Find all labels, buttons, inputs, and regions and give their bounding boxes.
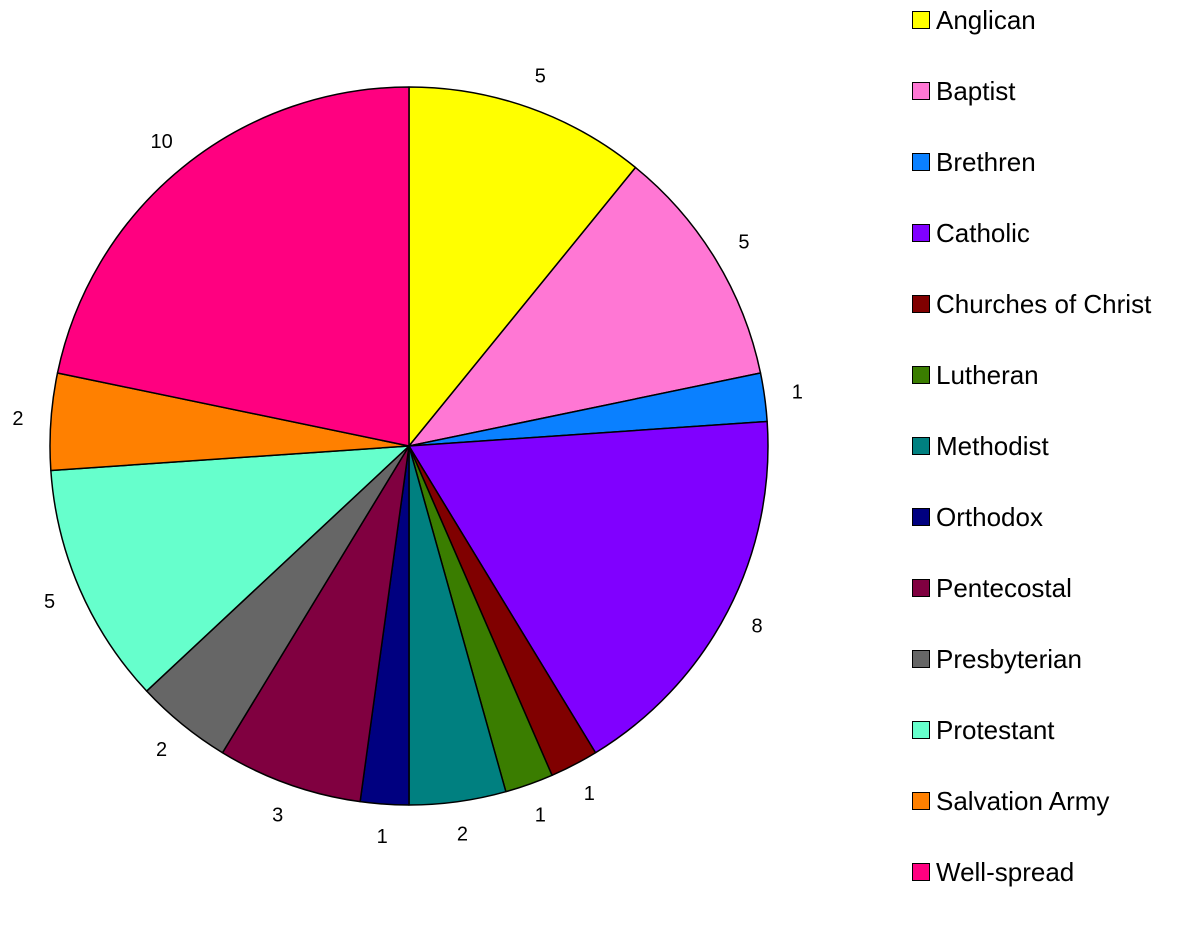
legend-swatch (912, 578, 930, 597)
legend-label: Well-spread (936, 856, 1075, 887)
slice-value-label: 1 (792, 382, 803, 404)
legend: Anglican Baptist Brethren Catholic Churches … (912, 2, 1182, 925)
legend-item: Salvation Army (912, 783, 1182, 818)
legend-item: Presbyterian (912, 641, 1182, 676)
legend-item: Baptist (912, 73, 1182, 108)
slice-value-label: 1 (535, 804, 546, 826)
pie-slice-protestant (50, 445, 410, 692)
slice-value-label: 1 (377, 826, 388, 848)
legend-swatch (912, 507, 930, 526)
legend-label: Salvation Army (936, 785, 1110, 816)
legend-label: Pentecostal (936, 572, 1072, 603)
slice-value-label: 10 (150, 131, 172, 153)
legend-label: Presbyterian (936, 643, 1082, 674)
slice-value-label: 3 (272, 804, 283, 826)
slice-value-label: 2 (457, 823, 468, 845)
pie-slices (49, 86, 769, 806)
legend-item: Churches of Christ (912, 286, 1182, 321)
pie-chart: 5 5 1 8 1 1 2 1 3 2 5 2 10 (12, 66, 803, 848)
legend-swatch (912, 81, 930, 100)
legend-swatch (912, 436, 930, 455)
legend-label: Protestant (936, 714, 1055, 745)
legend-item: Catholic (912, 215, 1182, 250)
legend-swatch (912, 862, 930, 881)
slice-value-label: 2 (12, 408, 23, 430)
pie-slice-well-spread (56, 86, 410, 447)
legend-item: Protestant (912, 712, 1182, 747)
legend-swatch (912, 152, 930, 171)
slice-value-label: 5 (738, 231, 749, 253)
slice-value-label: 5 (535, 66, 546, 88)
legend-swatch (912, 294, 930, 313)
legend-swatch (912, 649, 930, 668)
legend-swatch (912, 791, 930, 810)
slice-value-label: 2 (156, 739, 167, 761)
legend-item: Orthodox (912, 499, 1182, 534)
slice-value-label: 8 (752, 615, 763, 637)
legend-item: Brethren (912, 144, 1182, 179)
legend-label: Lutheran (936, 359, 1039, 390)
pie-slice-baptist (408, 166, 762, 447)
legend-swatch (912, 10, 930, 29)
legend-item: Lutheran (912, 357, 1182, 392)
legend-swatch (912, 223, 930, 242)
legend-swatch (912, 365, 930, 384)
legend-label: Baptist (936, 75, 1016, 106)
legend-label: Methodist (936, 430, 1049, 461)
legend-label: Churches of Christ (936, 288, 1152, 319)
legend-item: Well-spread (912, 854, 1182, 889)
legend-item: Pentecostal (912, 570, 1182, 605)
legend-item: Anglican (912, 2, 1182, 37)
pie-slice-pentecostal (221, 445, 410, 803)
slice-labels: 5 5 1 8 1 1 2 1 3 2 5 2 10 (12, 66, 803, 848)
legend-label: Catholic (936, 217, 1030, 248)
pie-slice-anglican (408, 86, 637, 447)
legend-label: Anglican (936, 4, 1036, 35)
legend-item: Methodist (912, 428, 1182, 463)
pie-slice-catholic (408, 420, 769, 754)
legend-label: Orthodox (936, 501, 1043, 532)
slice-value-label: 1 (584, 783, 595, 805)
legend-swatch (912, 720, 930, 739)
legend-label: Brethren (936, 146, 1036, 177)
slice-value-label: 5 (44, 591, 55, 613)
